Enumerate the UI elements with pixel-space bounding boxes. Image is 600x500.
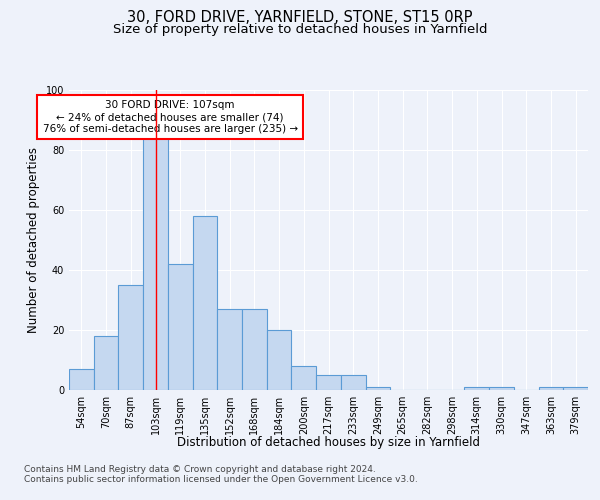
Bar — [267, 330, 292, 390]
Text: Contains HM Land Registry data © Crown copyright and database right 2024.: Contains HM Land Registry data © Crown c… — [24, 466, 376, 474]
Bar — [341, 375, 365, 390]
Bar — [242, 309, 267, 390]
Bar — [365, 387, 390, 390]
Bar — [193, 216, 217, 390]
Bar — [217, 309, 242, 390]
Text: Size of property relative to detached houses in Yarnfield: Size of property relative to detached ho… — [113, 22, 487, 36]
Bar — [316, 375, 341, 390]
Text: Contains public sector information licensed under the Open Government Licence v3: Contains public sector information licen… — [24, 476, 418, 484]
Text: Distribution of detached houses by size in Yarnfield: Distribution of detached houses by size … — [178, 436, 481, 449]
Text: 30 FORD DRIVE: 107sqm
← 24% of detached houses are smaller (74)
76% of semi-deta: 30 FORD DRIVE: 107sqm ← 24% of detached … — [43, 100, 298, 134]
Bar — [489, 387, 514, 390]
Bar — [539, 387, 563, 390]
Bar — [292, 366, 316, 390]
Bar — [168, 264, 193, 390]
Bar — [118, 285, 143, 390]
Bar — [464, 387, 489, 390]
Text: 30, FORD DRIVE, YARNFIELD, STONE, ST15 0RP: 30, FORD DRIVE, YARNFIELD, STONE, ST15 0… — [127, 10, 473, 25]
Bar — [563, 387, 588, 390]
Bar — [143, 138, 168, 390]
Bar — [69, 369, 94, 390]
Y-axis label: Number of detached properties: Number of detached properties — [27, 147, 40, 333]
Bar — [94, 336, 118, 390]
